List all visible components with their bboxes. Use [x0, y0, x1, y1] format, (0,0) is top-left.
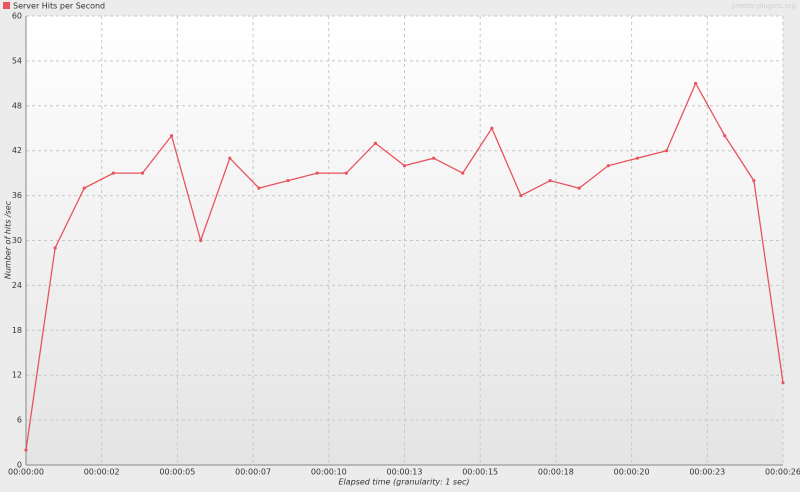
legend-swatch [3, 2, 10, 9]
data-point [781, 381, 785, 385]
data-point [606, 164, 610, 168]
x-tick-label: 00:00:26 [765, 468, 800, 477]
data-point [82, 186, 86, 190]
x-tick-label: 00:00:02 [84, 468, 120, 477]
x-tick-label: 00:00:07 [235, 468, 271, 477]
data-point [664, 149, 669, 153]
data-point [402, 164, 407, 168]
data-point [723, 134, 727, 138]
y-tick-label: 6 [17, 416, 22, 425]
x-tick-label: 00:00:20 [614, 468, 650, 477]
y-tick-label: 60 [12, 12, 22, 21]
y-tick-label: 30 [12, 236, 22, 245]
data-point [752, 179, 756, 183]
y-tick-label: 48 [12, 101, 22, 110]
y-tick-label: 18 [12, 326, 22, 335]
data-point [24, 448, 28, 452]
legend-label: Server Hits per Second [13, 2, 105, 11]
data-point [373, 141, 377, 145]
data-point [490, 126, 494, 130]
x-tick-label: 00:00:15 [462, 468, 498, 477]
x-tick-label: 00:00:18 [538, 468, 574, 477]
x-tick-label: 00:00:23 [689, 468, 725, 477]
data-point [694, 81, 698, 85]
data-point [111, 171, 115, 175]
data-point [53, 246, 57, 250]
x-axis-label: Elapsed time (granularity: 1 sec) [338, 478, 469, 487]
data-point [315, 171, 319, 175]
y-tick-label: 24 [12, 281, 22, 290]
y-tick-label: 12 [12, 371, 22, 380]
x-tick-label: 00:00:10 [311, 468, 347, 477]
data-point [199, 238, 203, 243]
x-tick-label: 00:00:13 [387, 468, 423, 477]
x-tick-label: 00:00:00 [8, 468, 44, 477]
watermark: jmeter-plugins.org [731, 2, 796, 10]
y-axis-label: Number of hits /sec [4, 200, 13, 279]
data-point [228, 156, 232, 160]
y-tick-label: 42 [12, 146, 22, 155]
data-point [548, 179, 552, 183]
x-tick-label: 00:00:05 [159, 468, 195, 477]
data-point [344, 171, 348, 175]
y-tick-label: 0 [17, 461, 22, 470]
data-point [577, 186, 581, 190]
data-point [635, 156, 640, 160]
data-point [169, 134, 174, 138]
data-point [286, 179, 290, 183]
y-tick-label: 36 [12, 191, 22, 200]
data-point [461, 171, 465, 175]
y-tick-label: 54 [12, 56, 22, 65]
data-point [519, 194, 523, 198]
data-point [257, 186, 261, 190]
data-point [140, 171, 145, 175]
data-point [432, 156, 436, 160]
